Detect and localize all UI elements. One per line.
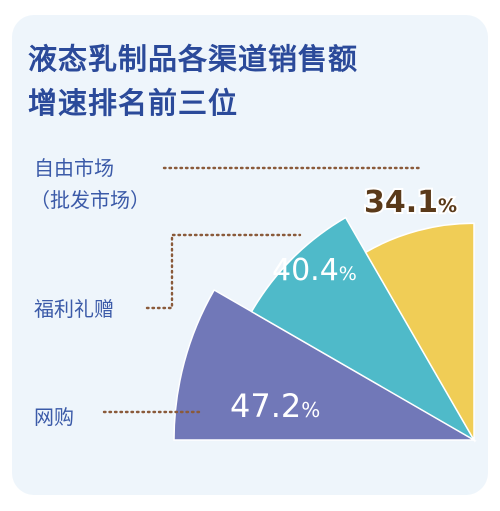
category-label-online: 网购 [34,401,74,430]
category-label-gift: 福利礼赠 [34,293,114,322]
value-label: 40.4% [272,253,357,288]
category-label-line: 自由市场 [34,156,114,180]
pie-slice [364,222,475,443]
chart-title: 液态乳制品各渠道销售额 增速排名前三位 [28,37,358,125]
chart-title-line2: 增速排名前三位 [28,86,239,120]
pie-slice [250,216,477,443]
chart-title-line1: 液态乳制品各渠道销售额 [28,42,359,76]
pie-chart: 47.2% 40.4%34.1% [102,166,477,443]
value-label: 47.2% [230,387,320,425]
pie-slice [173,288,477,441]
category-label-line: 福利礼赠 [34,297,114,321]
chart-card: 液态乳制品各渠道销售额 增速排名前三位 47.2% 40.4% 34.1% 网购 福… [12,15,488,495]
value-label: 34.1% [364,185,457,220]
category-label-line: 网购 [34,405,74,429]
category-label-line: （批发市场） [30,188,150,212]
leader-line [145,233,302,310]
category-label-free-market: 自由市场 （批发市场） [30,152,150,216]
